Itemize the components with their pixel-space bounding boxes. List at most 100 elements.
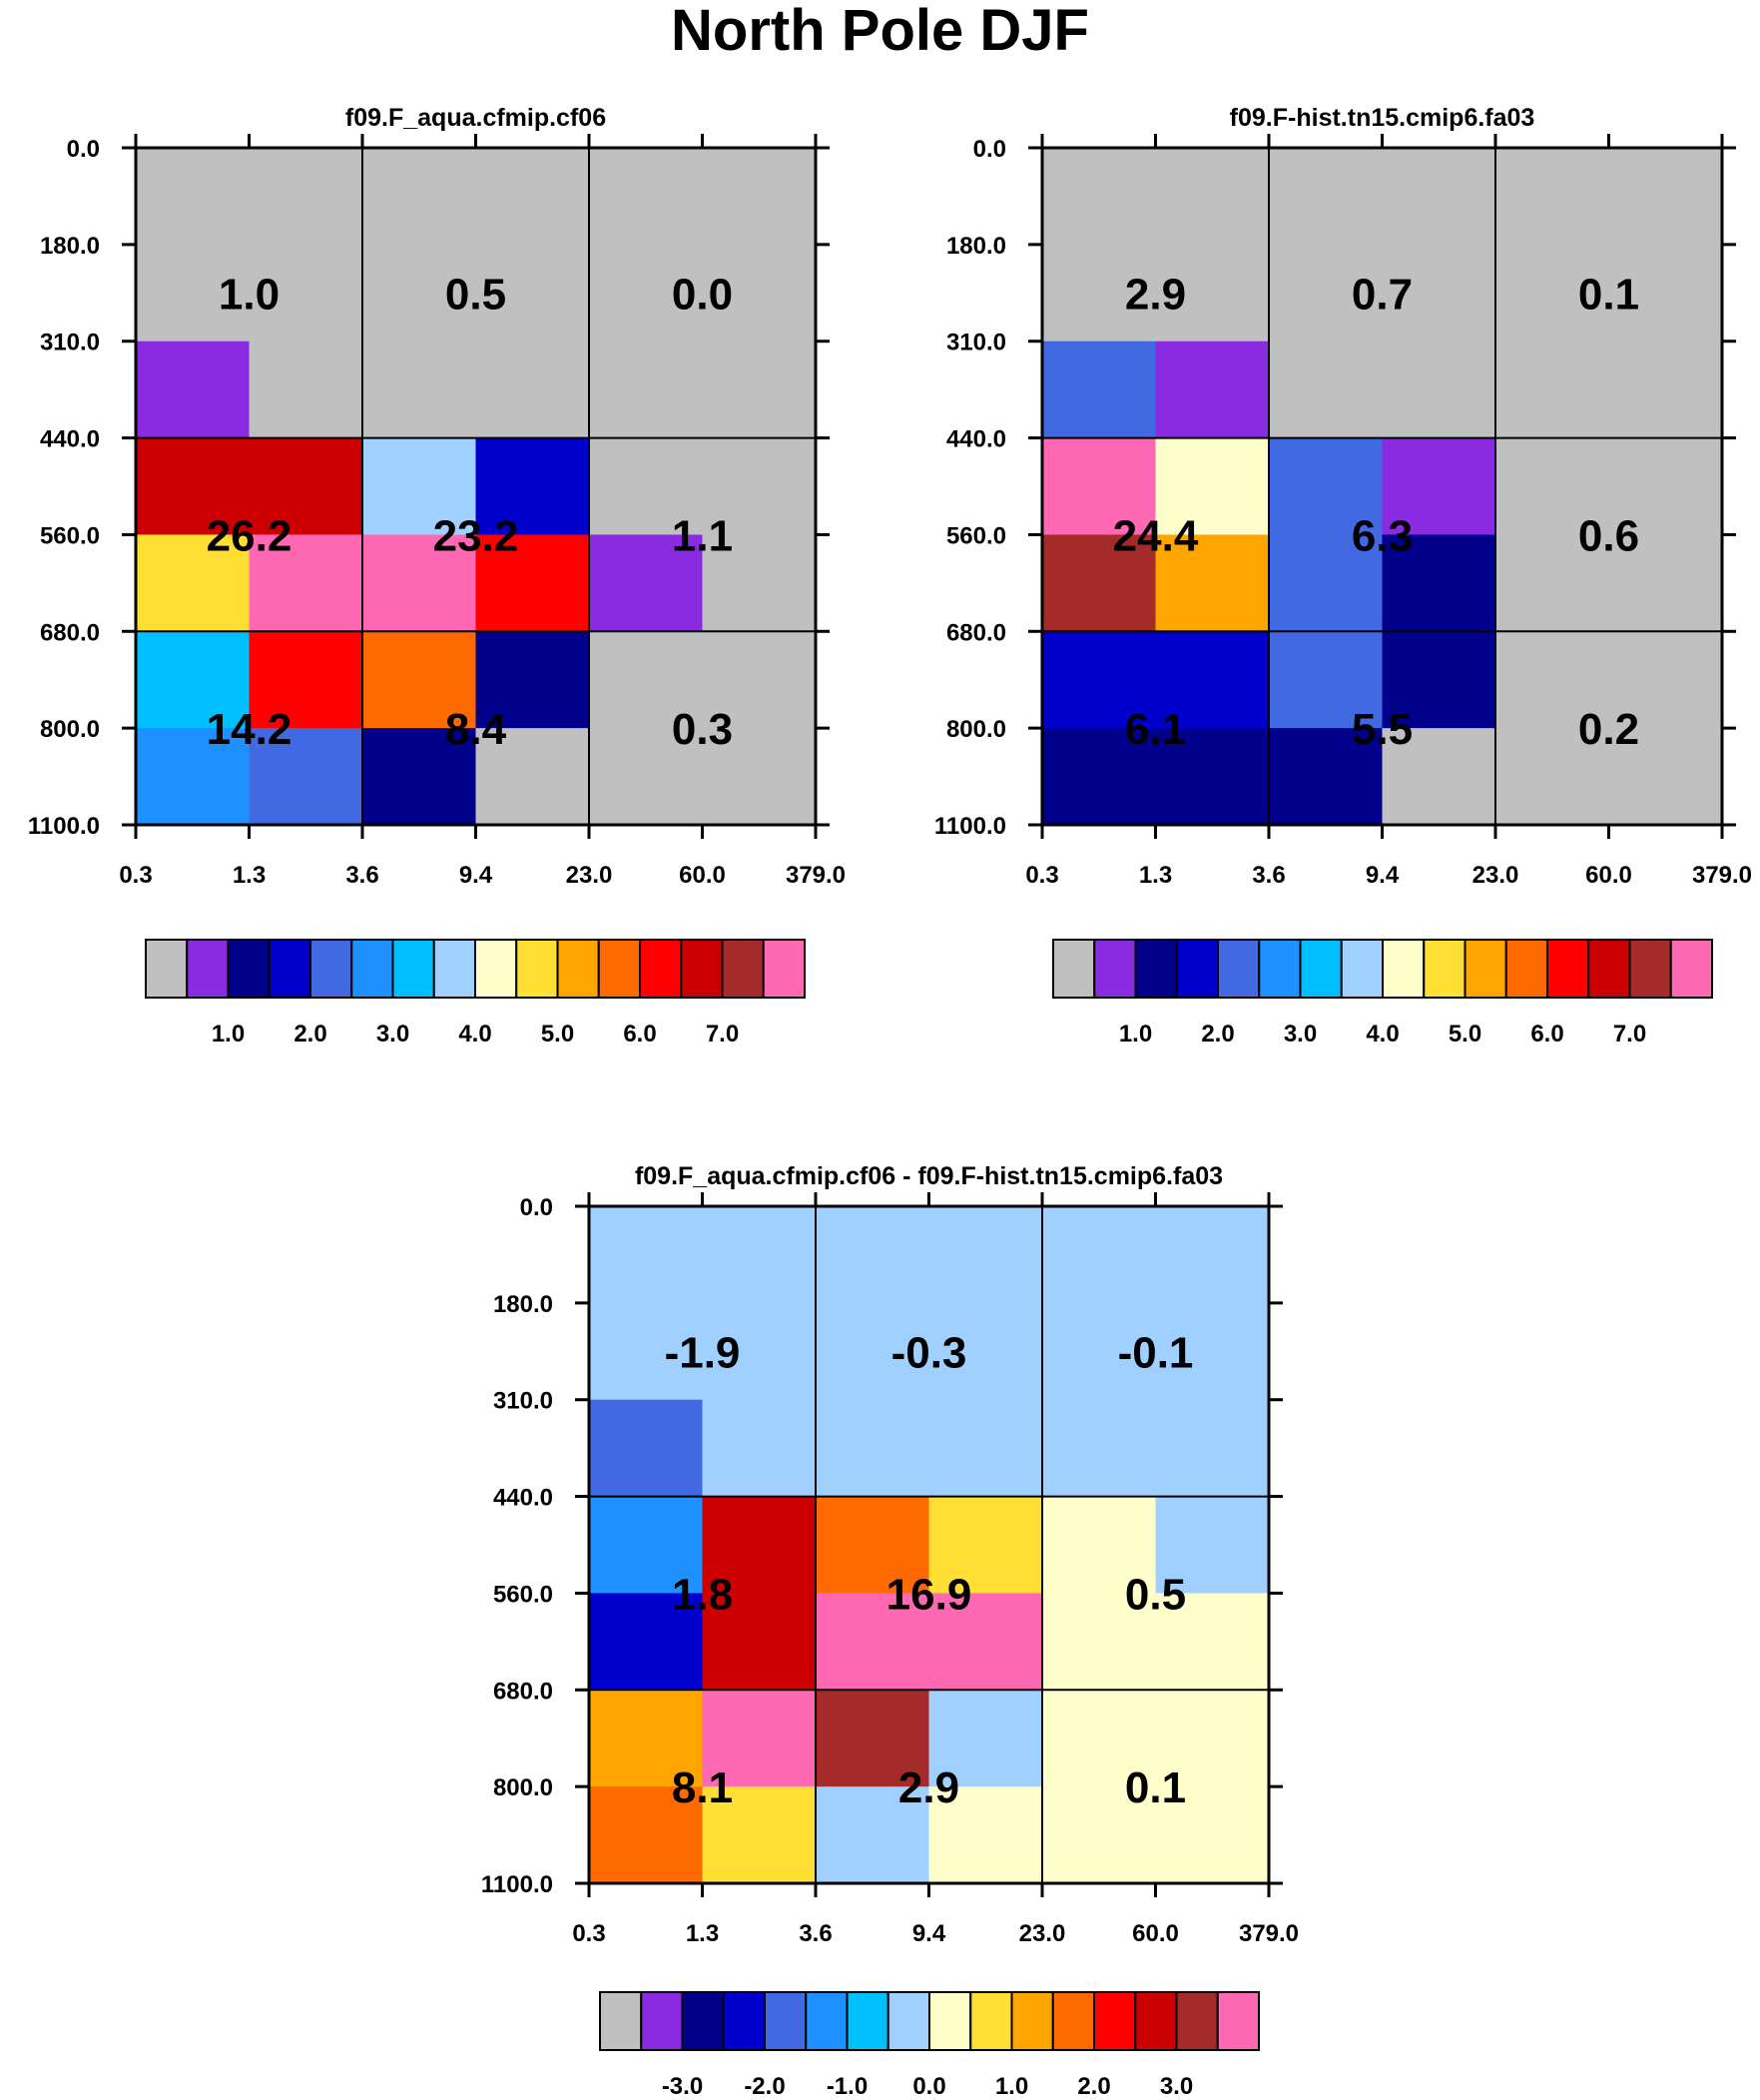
heatmap-cell [1155,728,1270,826]
box-value-label: 0.1 [1125,1763,1186,1812]
heatmap-cell [928,1399,1043,1498]
colorbar-swatch [680,939,724,999]
colorbar-label: 4.0 [458,1021,491,1048]
x-tick-label: 3.6 [799,1920,832,1947]
y-tick-label: 0.0 [67,136,100,163]
heatmap-cell [589,1786,703,1884]
heatmap-cell [1608,631,1723,729]
colorbar-label: 3.0 [376,1021,409,1048]
colorbar-swatch [1464,939,1507,999]
box-value-label: 23.2 [433,511,519,560]
colorbar-swatch [1504,939,1548,999]
x-tick-label: 0.3 [1025,862,1058,889]
box-value-label: 1.8 [672,1570,733,1619]
heatmap-cell [816,1690,929,1787]
colorbar-swatch [1340,939,1384,999]
y-tick-label: 310.0 [493,1388,553,1415]
heatmap-cell [362,437,476,535]
heatmap-cell [1382,437,1496,535]
colorbar-swatch [1216,1991,1260,2051]
heatmap-cell [816,1496,929,1594]
heatmap-cell [1155,341,1270,439]
y-tick-label: 560.0 [40,522,100,549]
colorbar-swatch [762,939,806,999]
y-tick-label: 680.0 [946,619,1006,646]
heatmap-cell [1269,437,1383,535]
heatmap-cell [1382,341,1496,439]
colorbar-label: 6.0 [623,1021,656,1048]
heatmap-cell [1382,728,1496,826]
box-value-label: 1.0 [219,270,280,319]
heatmap-cell [702,148,817,343]
heatmap-cell [475,534,590,632]
colorbar-swatch [186,939,230,999]
colorbar-label: 1.0 [995,2073,1028,2100]
heatmap-cell [1495,631,1609,729]
colorbar-swatch [1546,939,1590,999]
heatmap-cell [928,1786,1043,1884]
panel-title: f09.F-hist.tn15.cmip6.fa03 [1230,104,1535,132]
heatmap-cell [475,728,590,826]
colorbar-swatch [515,939,559,999]
colorbar-swatch [1258,939,1302,999]
heatmap-cell [1155,631,1270,729]
y-tick-label: 0.0 [973,136,1006,163]
x-tick-label: 0.3 [119,862,152,889]
colorbar-swatch [1093,1991,1137,2051]
colorbar-swatch [805,1991,849,2051]
heatmap-cell [1042,534,1156,632]
heatmap-cell [589,1399,703,1498]
heatmap-cell [1495,534,1609,632]
heatmap-cell [1042,1690,1156,1787]
y-tick-label: 0.0 [520,1194,553,1221]
colorbar-swatch [640,1991,684,2051]
heatmap-cell [1155,1399,1270,1498]
heatmap-cell [249,728,363,826]
heatmap-cell [136,148,250,343]
heatmap-cell [702,1206,817,1401]
heatmap-cell [136,341,250,439]
heatmap-cell [1608,148,1723,343]
heatmap-cell [702,1399,817,1498]
heatmap-cell [1155,1206,1270,1401]
y-tick-label: 1100.0 [28,813,100,840]
heatmap-cell [1269,341,1383,439]
box-value-label: 8.4 [445,705,507,754]
colorbar-swatch [764,1991,808,2051]
box-value-label: 0.0 [672,270,733,319]
heatmap-cell [362,631,476,729]
y-tick-label: 800.0 [493,1774,553,1801]
colorbar-label: 1.0 [212,1021,245,1048]
heatmap-cell [249,631,363,729]
colorbar-swatch [391,939,435,999]
colorbar-label: 2.0 [1077,2073,1110,2100]
page-title: North Pole DJF [671,0,1089,63]
heatmap-cell [1155,1593,1270,1691]
heatmap-cell [589,1206,703,1401]
colorbar-swatch [1299,939,1343,999]
heatmap-cell [816,1593,929,1691]
heatmap-cell [362,534,476,632]
heatmap-cell [1608,534,1723,632]
heatmap-cell [1382,631,1496,729]
heatmap-cell [1155,1690,1270,1787]
heatmap-cell [362,148,476,343]
colorbar-swatch [722,1991,766,2051]
heatmap-cell [928,1690,1043,1787]
x-tick-label: 9.4 [912,1920,946,1947]
colorbar-label: 7.0 [1613,1021,1646,1048]
heatmap-cell [589,728,703,826]
heatmap-cell [589,1690,703,1787]
heatmap-cell [1269,631,1383,729]
heatmap-cell [702,437,817,535]
colorbar-swatch [1134,1991,1178,2051]
heatmap-cell [136,631,250,729]
panel-0: f09.F_aqua.cfmip.cf06 0.0 180.0 310.0 440.0 5… [28,104,846,1048]
x-tick-label: 3.6 [345,862,378,889]
box-value-label: -1.9 [665,1328,741,1377]
heatmap-cell [702,1786,817,1884]
y-tick-label: 440.0 [40,426,100,453]
heatmap-cell [249,148,363,343]
colorbar-label: 5.0 [1449,1021,1481,1048]
x-tick-label: 23.0 [1019,1920,1066,1947]
